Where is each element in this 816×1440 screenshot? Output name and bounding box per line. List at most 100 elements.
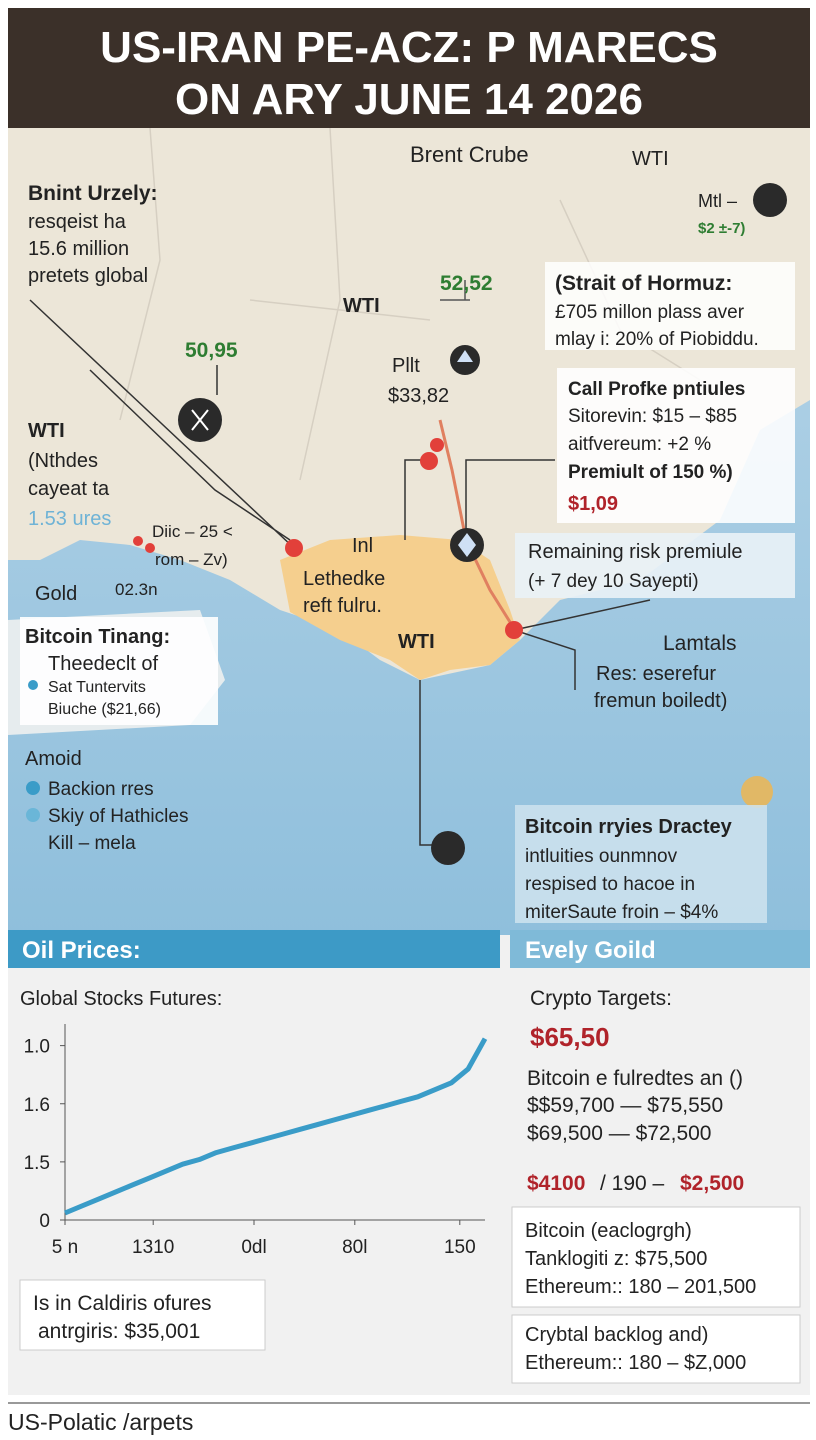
label: / 190 –: [600, 1172, 665, 1195]
icon: [753, 183, 787, 217]
box-1: [511, 1206, 801, 1308]
label: Bnint Urzely:: [28, 182, 158, 205]
label: Sat Tuntervits: [48, 679, 146, 696]
label: WTI: [398, 631, 435, 653]
label: Res: eserefur: [596, 663, 716, 685]
x-tick-label: 80l: [342, 1237, 367, 1258]
label: pretets global: [28, 265, 148, 287]
label: Call Profke pntiules: [568, 379, 745, 400]
bitcoin-box: [515, 805, 767, 923]
label: $65,50: [530, 1022, 610, 1052]
label: Pllt: [392, 355, 420, 377]
line: [64, 1037, 488, 1216]
right-header: [510, 930, 810, 968]
label: 02.3n: [115, 580, 158, 599]
label: intluities ounmnov: [525, 846, 678, 867]
label: 50,95: [185, 339, 238, 362]
label: Crybtal backlog and): [525, 1324, 708, 1346]
label: (Nthdes: [28, 450, 98, 472]
legend-dot: [26, 781, 40, 795]
left-header: [8, 930, 500, 968]
label: Sitorevin: $15 – $85: [568, 406, 737, 427]
label: Theedeclt of: [48, 653, 159, 675]
label: £705 millon plass aver: [555, 302, 745, 323]
label: Tanklogiti z: $75,500: [525, 1248, 707, 1270]
label: Bitcoin rryies Dractey: [525, 816, 733, 838]
label: Brent Crube: [410, 142, 529, 167]
box-2: [511, 1314, 801, 1384]
y-tick-label: 1.5: [24, 1153, 50, 1174]
label: reft fulru.: [303, 595, 382, 617]
icon: [191, 409, 209, 431]
label: Biuche ($21,66): [48, 701, 161, 718]
x-tick-label: 1310: [132, 1237, 174, 1258]
label: 1.53 ures: [28, 508, 111, 530]
label: $$59,700 — $75,550: [527, 1094, 723, 1117]
y-tick-label: 1.6: [24, 1095, 50, 1116]
marker: [505, 621, 523, 639]
label: $2 ±-7): [698, 220, 745, 237]
label: cayeat ta: [28, 478, 110, 500]
label: Crypto Targets:: [530, 987, 672, 1010]
label: Bitcoin Tinang:: [25, 626, 170, 648]
footer: US-Polatic /arpets: [8, 1409, 193, 1435]
label: Diic – 25 <: [152, 522, 233, 541]
icon: [431, 831, 465, 865]
strait-box: [545, 262, 795, 350]
label: rom – Zv): [155, 550, 228, 569]
label: respised to hacoe in: [525, 874, 695, 895]
icon: [458, 533, 476, 557]
label: Remaining risk premiule: [528, 541, 743, 563]
label: Backion rres: [48, 779, 154, 800]
label: Skiy of Hathicles: [48, 806, 188, 827]
border: [119, 128, 701, 481]
label: $33,82: [388, 385, 449, 407]
title-band: [8, 8, 810, 128]
title: US-IRAN PE-ACZ: P MARECS: [100, 23, 718, 72]
x-tick-label: 5 n: [52, 1237, 78, 1258]
coin-icon: [741, 776, 773, 808]
label: WTI: [343, 295, 380, 317]
label: WTI: [632, 148, 669, 170]
label: fremun boiledt): [594, 690, 727, 712]
label: $2,500: [680, 1172, 744, 1195]
label: Kill – mela: [48, 833, 136, 854]
legend-dot: [28, 680, 38, 690]
marker: [145, 543, 155, 553]
label: Ethereum:: 180 – $Z,000: [525, 1352, 746, 1374]
label: $1,09: [568, 493, 618, 515]
label: Is in Caldiris ofures: [33, 1292, 212, 1315]
label: Bitcoin (eaclogrgh): [525, 1220, 692, 1242]
label: resqeist ha: [28, 211, 127, 233]
connector: [29, 299, 295, 549]
label: Amoid: [25, 748, 82, 770]
connector: [419, 459, 651, 846]
label: antrgiris: $35,001: [38, 1320, 200, 1343]
label: Ethereum:: 180 – 201,500: [525, 1276, 756, 1298]
label: (+ 7 dey 10 Sayepti): [528, 571, 699, 592]
bitcoin-tinang-box: [20, 617, 218, 725]
map: [8, 128, 810, 935]
left-box: [19, 1279, 266, 1351]
remaining-box: [515, 533, 795, 598]
label: $4100: [527, 1172, 585, 1195]
y-tick-label: 0: [39, 1211, 50, 1232]
chart-title: Global Stocks Futures:: [20, 988, 222, 1010]
label: aitfvereum: +2 %: [568, 434, 711, 455]
label: Premiult of 150 %): [568, 462, 733, 483]
label: 52,52: [440, 272, 493, 295]
marker: [133, 536, 143, 546]
label: $69,500 — $72,500: [527, 1122, 712, 1145]
label: Lamtals: [663, 632, 737, 655]
label: Evely Goild: [525, 937, 656, 964]
connector: [440, 280, 470, 301]
x-tick-label: 150: [444, 1237, 476, 1258]
marker: [430, 438, 444, 452]
highlight-region: [280, 535, 520, 680]
label: WTI: [28, 420, 65, 442]
label: Oil Prices:: [22, 937, 141, 964]
label: miterSaute froin – $4%: [525, 902, 718, 923]
label: mlay i: 20% of Ρiobiddu.: [555, 329, 759, 350]
title: ON ARY JUNE 14 2026: [175, 75, 643, 124]
